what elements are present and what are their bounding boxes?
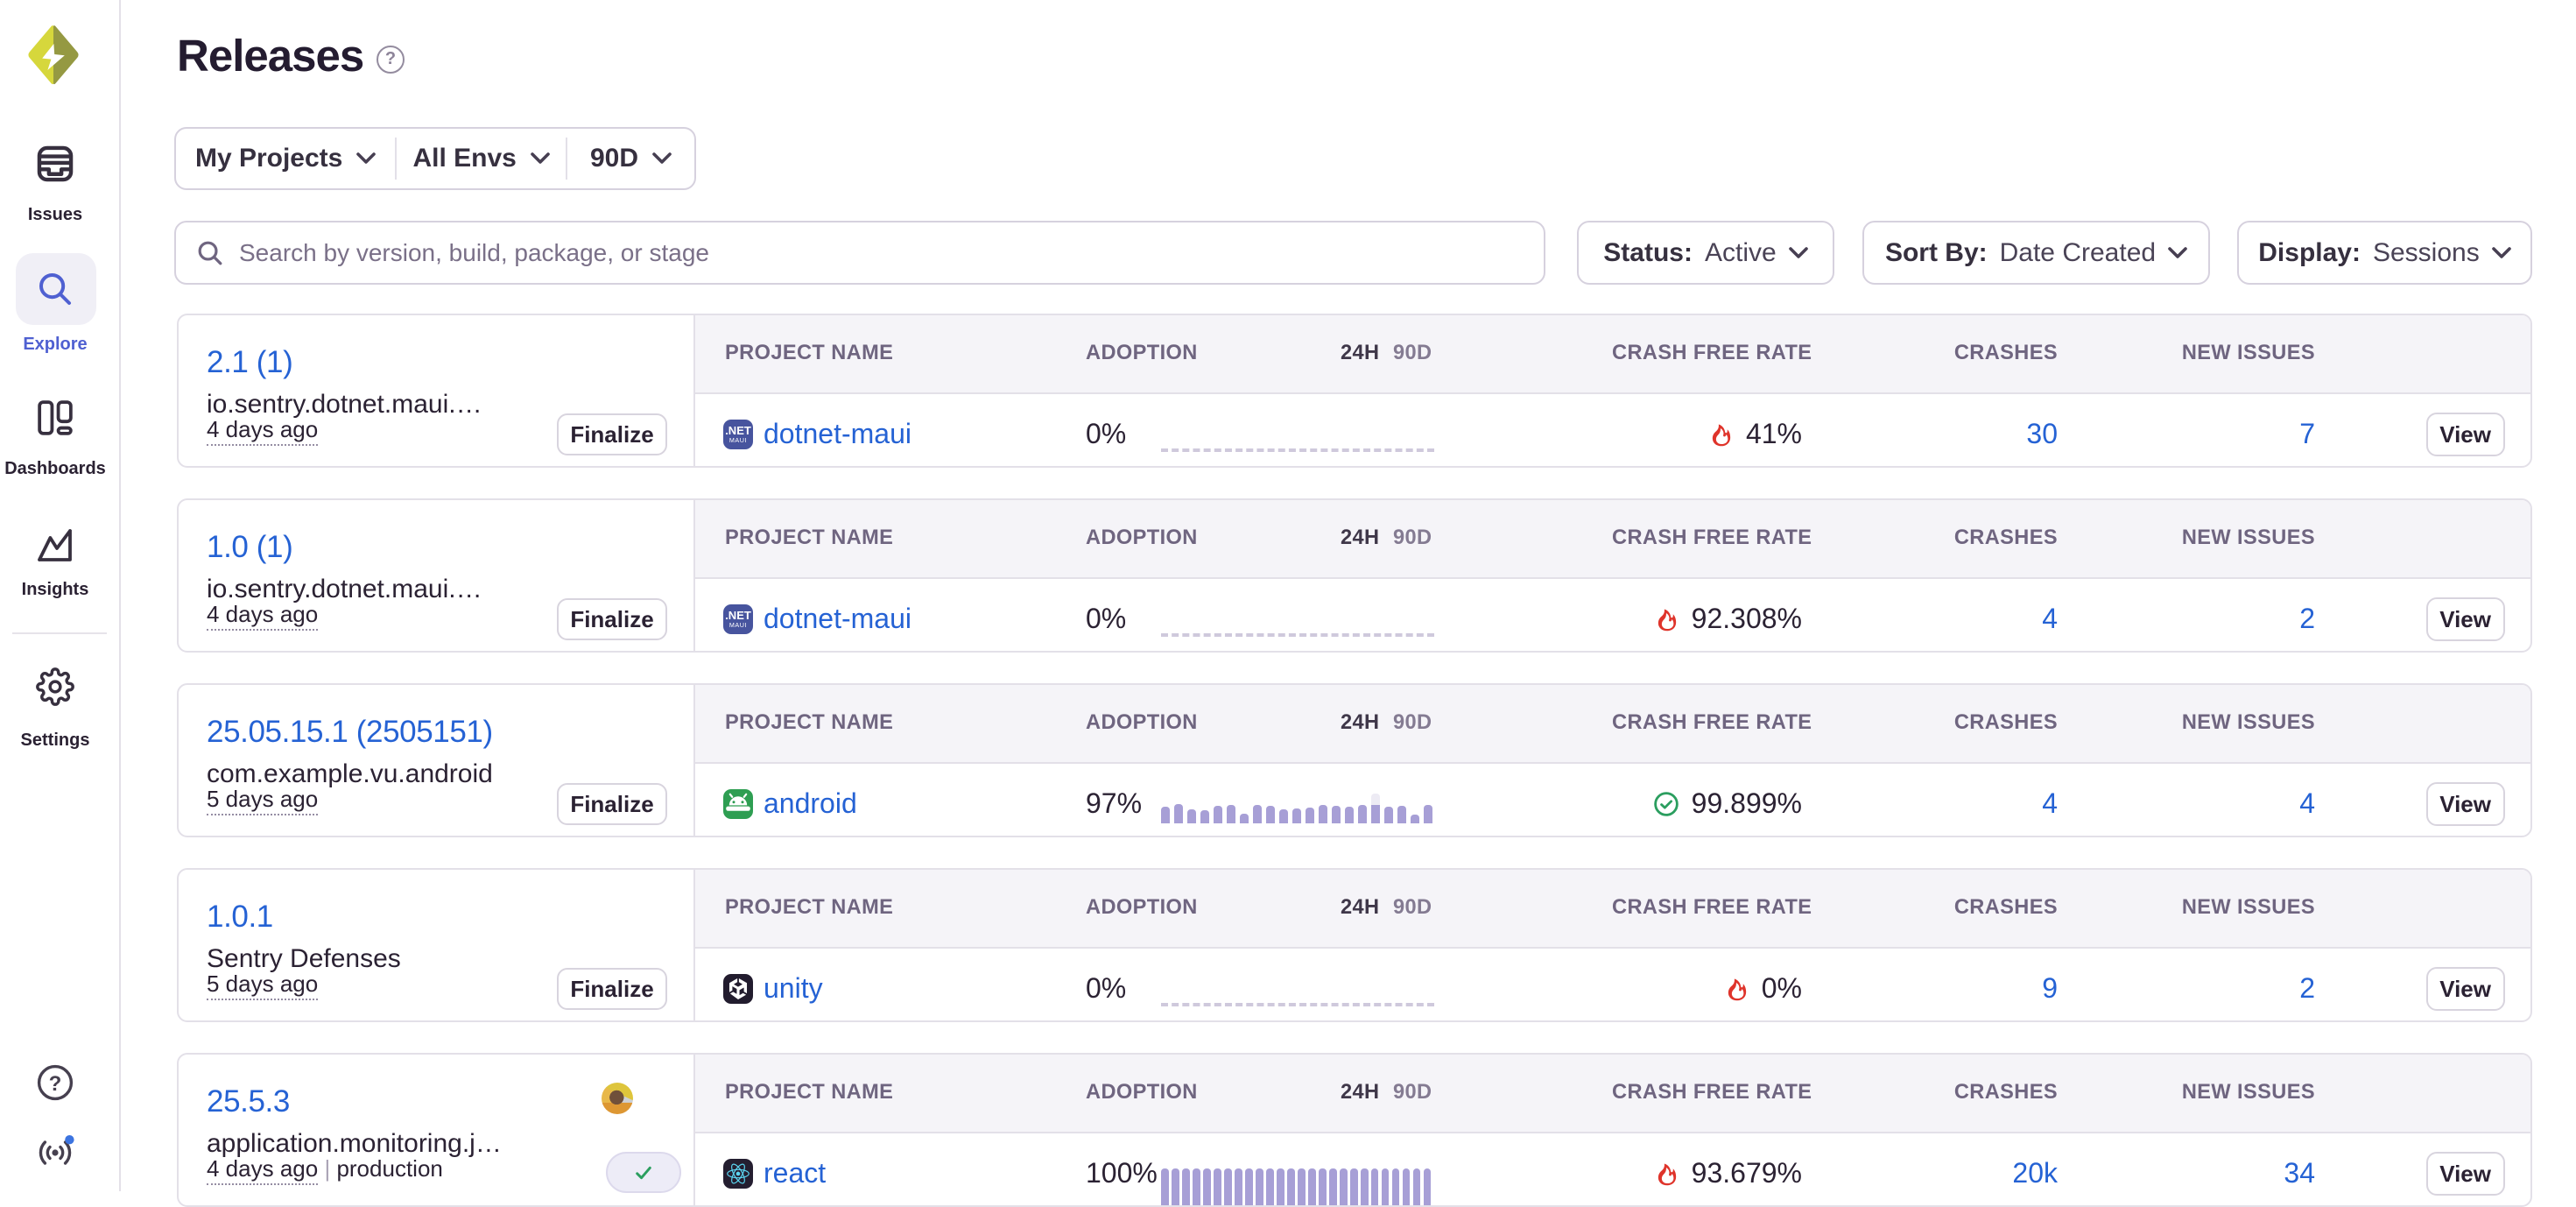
svg-text:?: ?	[49, 1072, 62, 1096]
